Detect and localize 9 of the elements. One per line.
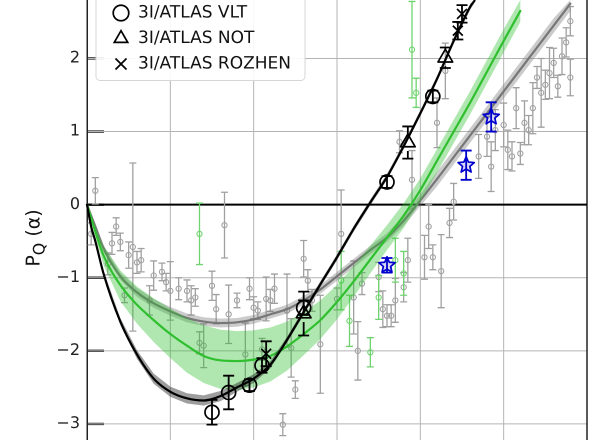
y-tick-label: −3 [56, 413, 80, 432]
y-tick-label: 2 [70, 48, 80, 67]
y-tick-label: −1 [56, 266, 80, 286]
y-tick-label: 0 [70, 194, 80, 213]
legend-label: 3I/ATLAS ROZHEN [138, 53, 292, 74]
y-tick-label: 1 [70, 120, 80, 140]
legend-label: 3I/ATLAS NOT [138, 28, 256, 48]
legend-label: 3I/ATLAS VLT [138, 2, 248, 22]
y-tick-label: −2 [56, 340, 80, 359]
